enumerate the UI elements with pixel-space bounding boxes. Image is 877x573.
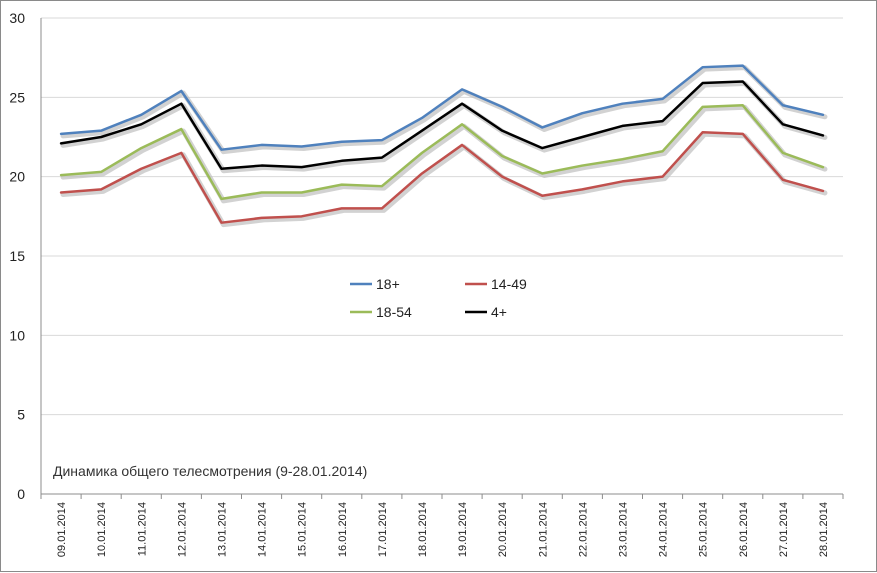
y-tick-label-5: 5 <box>17 407 25 423</box>
y-tick-label-15: 15 <box>9 248 25 264</box>
x-tick-label-16: 25.01.2014 <box>698 502 710 557</box>
x-tick-label-12: 21.01.2014 <box>537 502 549 557</box>
legend-label-4+: 4+ <box>491 304 507 320</box>
x-tick-label-19: 28.01.2014 <box>818 502 830 557</box>
y-tick-label-20: 20 <box>9 169 25 185</box>
y-tick-label-10: 10 <box>9 327 25 343</box>
legend-label-18-54: 18-54 <box>376 304 412 320</box>
x-tick-label-13: 22.01.2014 <box>577 502 589 557</box>
series-line-14-49 <box>59 130 825 224</box>
x-tick-label-2: 11.01.2014 <box>136 502 148 556</box>
x-tick-label-5: 14.01.2014 <box>257 502 269 557</box>
x-tick-label-11: 20.01.2014 <box>497 502 509 557</box>
x-tick-label-4: 13.01.2014 <box>216 502 228 557</box>
x-tick-label-17: 26.01.2014 <box>738 502 750 557</box>
series-line-18-54 <box>59 104 825 201</box>
legend-label-14-49: 14-49 <box>491 276 527 292</box>
x-tick-label-15: 24.01.2014 <box>658 502 670 557</box>
chart-annotation: Динамика общего телесмотрения (9-28.01.2… <box>53 463 367 479</box>
legend-label-18+: 18+ <box>376 276 400 292</box>
x-tick-label-9: 18.01.2014 <box>417 502 429 557</box>
x-tick-label-8: 17.01.2014 <box>377 502 389 557</box>
series-shadow-14-49 <box>60 131 828 228</box>
x-tick-label-18: 27.01.2014 <box>778 502 790 557</box>
x-tick-label-14: 23.01.2014 <box>617 502 629 557</box>
y-tick-label-25: 25 <box>9 89 25 105</box>
x-tick-label-1: 10.01.2014 <box>96 502 108 557</box>
x-tick-label-3: 12.01.2014 <box>176 502 188 557</box>
y-tick-label-0: 0 <box>17 486 25 502</box>
x-tick-label-0: 09.01.2014 <box>56 502 68 557</box>
x-tick-label-7: 16.01.2014 <box>337 502 349 557</box>
x-tick-label-6: 15.01.2014 <box>297 502 309 557</box>
x-tick-label-10: 19.01.2014 <box>457 502 469 557</box>
y-tick-label-30: 30 <box>9 10 25 26</box>
series-line-18+ <box>59 64 825 151</box>
series-line-4+ <box>59 80 825 170</box>
